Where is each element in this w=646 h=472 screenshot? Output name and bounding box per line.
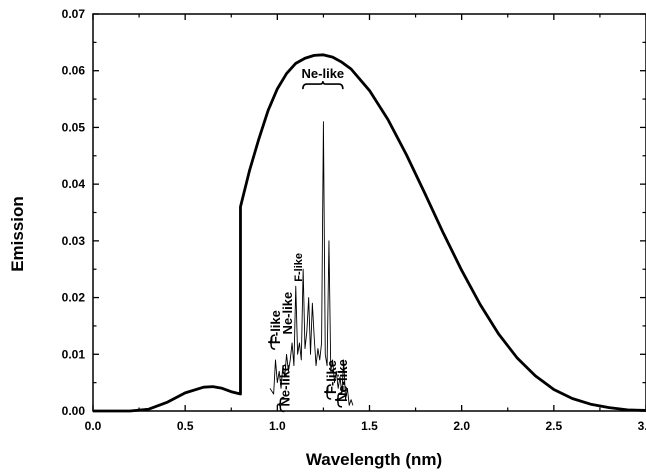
y-tick-label: 0.01	[62, 347, 86, 361]
x-axis-ticks: 0.0 0.5 1.0 1.5 2.0 2.5 3.0	[85, 14, 646, 433]
annotation-brace	[277, 396, 285, 413]
x-tick-label: 1.5	[361, 419, 378, 433]
y-axis-ticks: 0.00 0.01 0.02 0.03 0.04 0.05 0.06 0.07	[62, 7, 646, 418]
annotation-label: Ne-like	[277, 364, 292, 407]
annotation-label: Ne-like	[335, 359, 350, 402]
y-tick-label: 0.02	[62, 291, 86, 305]
y-tick-label: 0.05	[62, 120, 86, 134]
annotation-layer: Ne-likeF-likeNe-likeF-likeNe-likeF-likeN…	[268, 66, 350, 413]
x-tick-label: 3.0	[638, 419, 646, 433]
y-tick-label: 0.06	[62, 64, 86, 78]
x-tick-label: 0.0	[85, 419, 102, 433]
x-tick-label: 2.5	[545, 419, 562, 433]
y-tick-label: 0.07	[62, 7, 86, 21]
annotation-brace	[324, 384, 332, 400]
annotation-label: Ne-like	[302, 66, 345, 81]
x-tick-label: 1.0	[269, 419, 286, 433]
annotation-label: Ne-like	[280, 292, 295, 335]
plot-frame	[92, 13, 646, 412]
y-tick-label: 0.04	[62, 177, 86, 191]
annotation-brace	[302, 81, 344, 90]
annotation-label: F-like	[293, 253, 305, 282]
x-tick-label: 0.5	[177, 419, 194, 433]
series-layer	[93, 53, 646, 413]
y-axis-title: Emission	[8, 196, 27, 272]
plot-border	[92, 13, 646, 412]
series-line-continuum	[93, 53, 646, 413]
series-line-spectrum	[269, 121, 354, 406]
y-tick-label: 0.00	[62, 404, 86, 418]
y-tick-label: 0.03	[62, 234, 86, 248]
x-tick-label: 2.0	[453, 419, 470, 433]
x-axis-title: Wavelength (nm)	[306, 450, 442, 469]
